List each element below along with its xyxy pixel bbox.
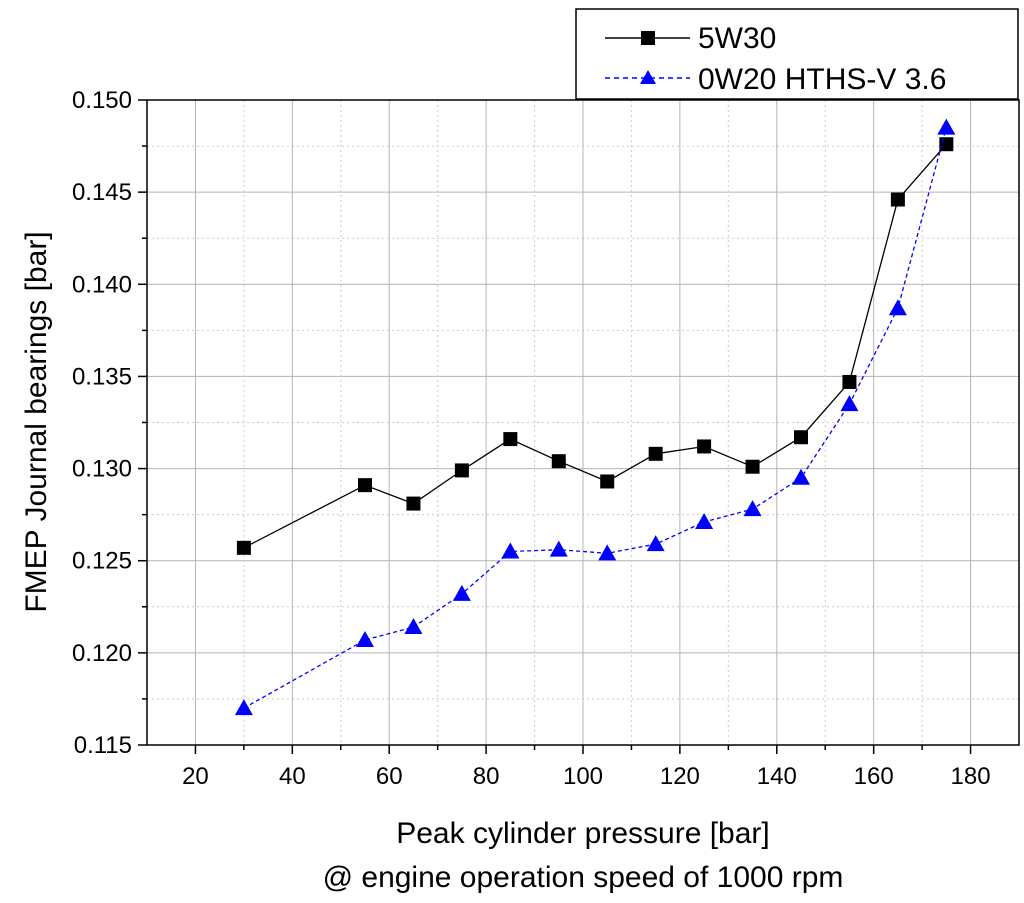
data-point-triangle xyxy=(840,395,859,412)
data-point-triangle xyxy=(646,535,665,552)
data-point-triangle xyxy=(695,513,714,530)
y-tick-label: 0.115 xyxy=(74,732,132,759)
data-point-square xyxy=(842,374,857,389)
data-point-square xyxy=(794,430,808,445)
grid-lines xyxy=(147,100,1019,745)
data-point-square xyxy=(648,446,663,461)
data-point-square xyxy=(745,459,760,474)
y-tick-label: 0.135 xyxy=(72,363,132,390)
y-tick-label: 0.145 xyxy=(72,179,132,206)
data-point-square xyxy=(503,432,518,447)
y-tick-label: 0.125 xyxy=(72,548,132,575)
legend-marker-0w20 xyxy=(640,70,656,84)
x-tick-label: 80 xyxy=(473,763,500,790)
y-tick-label: 0.150 xyxy=(72,87,132,114)
data-point-square xyxy=(600,474,615,489)
data-point-triangle xyxy=(501,542,520,559)
x-tick-label: 20 xyxy=(182,763,209,790)
legend-marker-5w30 xyxy=(641,31,655,45)
legend-label-5w30: 5W30 xyxy=(698,22,776,55)
data-point-triangle xyxy=(888,299,907,316)
x-tick-label: 120 xyxy=(660,763,700,790)
data-point-triangle xyxy=(452,584,471,601)
data-point-triangle xyxy=(792,468,810,485)
data-point-triangle xyxy=(598,544,617,561)
data-point-square xyxy=(236,540,251,555)
x-tick-label: 60 xyxy=(376,763,403,790)
series-layer xyxy=(234,118,956,716)
x-tick-label: 180 xyxy=(951,763,991,790)
y-tick-label: 0.120 xyxy=(72,640,132,667)
x-axis-subtitle: @ engine operation speed of 1000 rpm xyxy=(323,861,844,894)
data-point-triangle xyxy=(234,699,253,716)
data-point-square xyxy=(406,496,421,511)
series-line xyxy=(243,127,947,709)
series-line xyxy=(243,143,947,549)
x-tick-label: 100 xyxy=(563,763,603,790)
x-tick-label: 40 xyxy=(279,763,306,790)
data-point-square xyxy=(551,454,566,469)
legend-label-0w20: 0W20 HTHS-V 3.6 xyxy=(698,63,946,96)
x-tick-label: 140 xyxy=(757,763,797,790)
data-point-square xyxy=(890,192,905,207)
y-tick-label: 0.140 xyxy=(72,271,132,298)
data-point-square xyxy=(697,439,712,454)
data-point-square xyxy=(939,137,954,152)
data-point-triangle xyxy=(549,540,568,557)
y-axis-title: FMEP Journal bearings [bar] xyxy=(20,231,53,612)
series-5w30 xyxy=(236,137,954,555)
data-point-triangle xyxy=(743,500,762,517)
data-point-square xyxy=(358,478,372,493)
x-tick-label: 160 xyxy=(854,763,894,790)
data-point-triangle xyxy=(404,618,423,635)
axis-ticks: 20 40 60 80 100 120 140 160 180 0.115 0.120 0.125 0.… xyxy=(72,87,991,790)
data-point-square xyxy=(454,463,469,478)
legend: 5W30 0W20 HTHS-V 3.6 xyxy=(575,8,1019,100)
data-point-triangle xyxy=(937,118,956,135)
x-axis-title: Peak cylinder pressure [bar] xyxy=(396,817,770,850)
series-0w20 xyxy=(234,118,956,716)
data-point-triangle xyxy=(356,630,374,647)
y-tick-label: 0.130 xyxy=(72,456,132,483)
